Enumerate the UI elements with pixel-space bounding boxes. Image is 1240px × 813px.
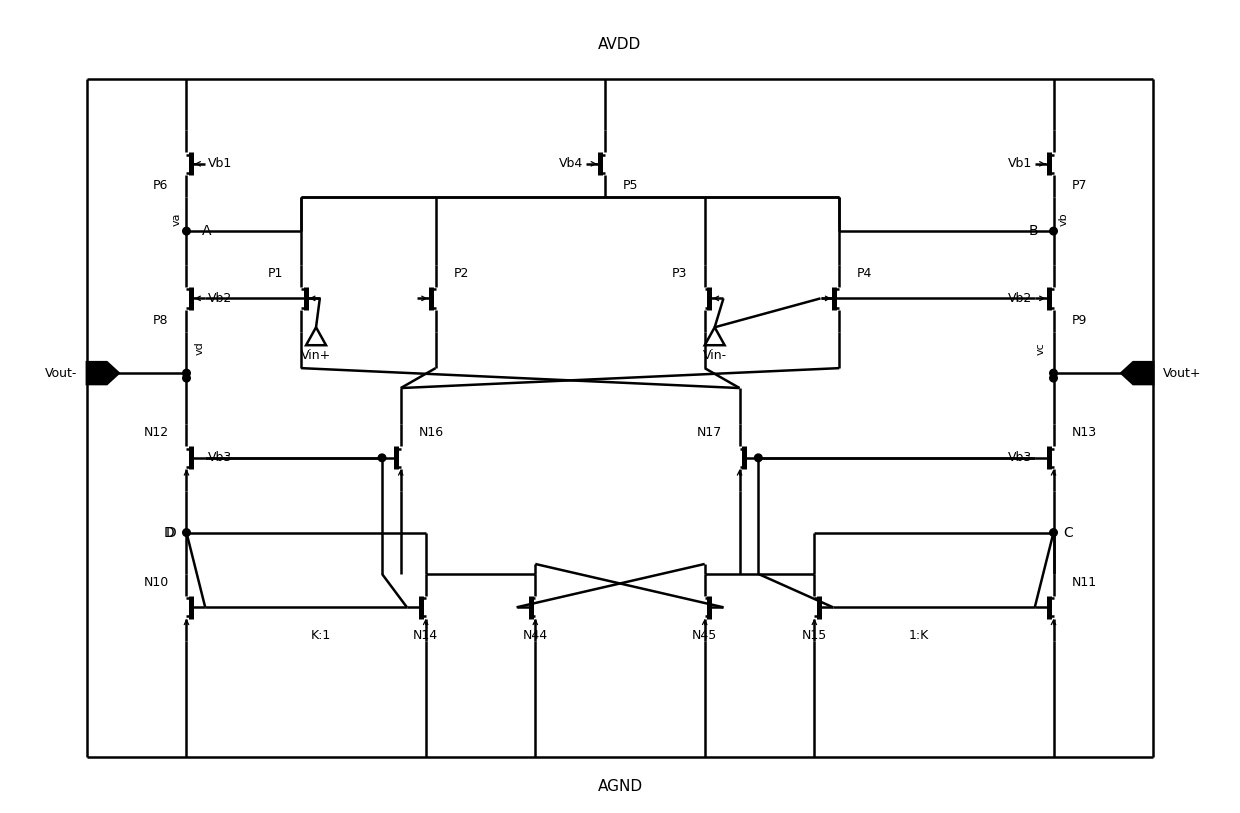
Text: P3: P3: [671, 267, 687, 280]
Text: Vb1: Vb1: [1008, 158, 1032, 171]
Circle shape: [1050, 528, 1058, 537]
Text: AGND: AGND: [598, 779, 642, 794]
Circle shape: [182, 228, 190, 235]
Text: Vout-: Vout-: [45, 367, 77, 380]
Text: K:1: K:1: [311, 628, 331, 641]
Circle shape: [1050, 228, 1058, 235]
Text: P2: P2: [454, 267, 469, 280]
Text: N44: N44: [523, 628, 548, 641]
Polygon shape: [87, 362, 119, 384]
Text: N45: N45: [692, 628, 717, 641]
Text: Vin-: Vin-: [703, 349, 727, 362]
Text: Vb2: Vb2: [1008, 292, 1032, 305]
Text: Vb3: Vb3: [1008, 451, 1032, 464]
Text: vb: vb: [1059, 212, 1069, 226]
Text: P7: P7: [1071, 179, 1087, 192]
Circle shape: [1050, 374, 1058, 382]
Circle shape: [378, 454, 386, 462]
Circle shape: [754, 454, 763, 462]
Circle shape: [1050, 369, 1058, 377]
Text: P9: P9: [1071, 314, 1086, 327]
Text: N17: N17: [697, 426, 722, 439]
Text: P1: P1: [268, 267, 283, 280]
Text: Vout+: Vout+: [1163, 367, 1202, 380]
Text: N13: N13: [1071, 426, 1096, 439]
Text: N15: N15: [802, 628, 827, 641]
Text: D: D: [166, 525, 176, 540]
Text: N10: N10: [144, 576, 169, 589]
Circle shape: [182, 528, 190, 537]
Text: D: D: [164, 525, 175, 540]
Text: AVDD: AVDD: [599, 37, 641, 52]
Text: N14: N14: [413, 628, 438, 641]
Text: va: va: [171, 212, 181, 226]
Text: B: B: [1029, 224, 1039, 238]
Text: C: C: [1064, 525, 1074, 540]
Text: P8: P8: [153, 314, 169, 327]
Text: 1:K: 1:K: [909, 628, 929, 641]
Circle shape: [182, 374, 190, 382]
Text: Vb2: Vb2: [208, 292, 232, 305]
Text: Vb3: Vb3: [208, 451, 232, 464]
Text: Vin+: Vin+: [301, 349, 331, 362]
Text: vc: vc: [1035, 341, 1045, 354]
Polygon shape: [1121, 362, 1153, 384]
Text: P5: P5: [622, 179, 639, 192]
Circle shape: [182, 369, 190, 377]
Text: N11: N11: [1071, 576, 1096, 589]
Text: N12: N12: [144, 426, 169, 439]
Text: Vb1: Vb1: [208, 158, 232, 171]
Text: vd: vd: [195, 341, 205, 355]
Text: N16: N16: [419, 426, 444, 439]
Text: P4: P4: [857, 267, 873, 280]
Text: A: A: [201, 224, 211, 238]
Text: Vb4: Vb4: [559, 158, 583, 171]
Text: P6: P6: [154, 179, 169, 192]
